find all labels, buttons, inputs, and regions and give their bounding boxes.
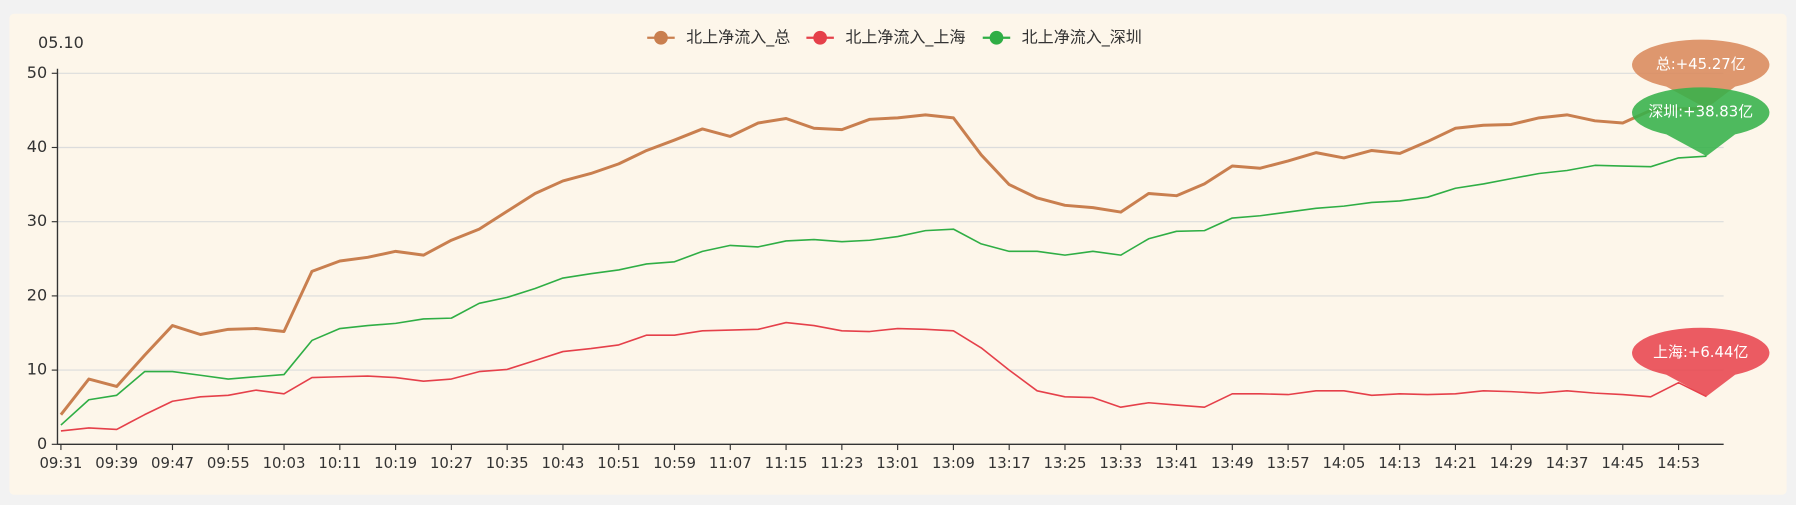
x-tick-label: 13:17	[988, 454, 1031, 472]
x-tick-label: 13:25	[1044, 454, 1087, 472]
series-line	[60, 155, 1707, 426]
x-tick-label: 13:57	[1267, 454, 1310, 472]
x-tick-label: 14:37	[1546, 454, 1589, 472]
x-tick-label: 09:31	[39, 454, 82, 472]
x-tick-label: 09:47	[151, 454, 194, 472]
legend-marker	[989, 30, 1004, 45]
x-tick-label: 14:53	[1657, 454, 1700, 472]
y-tick-label: 50	[27, 63, 47, 82]
end-marker	[1632, 327, 1770, 397]
end-marker	[1632, 87, 1770, 157]
x-tick-label: 09:55	[207, 454, 250, 472]
y-tick-label: 10	[27, 360, 47, 379]
x-tick-label: 09:39	[95, 454, 138, 472]
x-tick-label: 14:29	[1490, 454, 1533, 472]
x-tick-label: 10:51	[597, 454, 640, 472]
x-tick-label: 10:03	[263, 454, 306, 472]
x-tick-label: 14:45	[1601, 454, 1644, 472]
series-line	[59, 106, 1707, 416]
x-tick-label: 14:21	[1434, 454, 1477, 472]
x-tick-label: 10:59	[653, 454, 696, 472]
y-tick-label: 0	[37, 434, 47, 453]
x-tick-label: 10:35	[486, 454, 529, 472]
y-tick-label: 20	[27, 285, 47, 304]
legend-marker	[813, 30, 828, 45]
legend-label: 北上净流入_总	[686, 27, 790, 47]
end-marker-label: 上海:+6.44亿	[1653, 343, 1748, 361]
y-tick-label: 30	[27, 211, 47, 230]
legend-label: 北上净流入_深圳	[1022, 27, 1142, 47]
end-marker-label: 总:+45.27亿	[1656, 55, 1746, 73]
legend-marker	[654, 30, 668, 45]
x-tick-label: 13:49	[1211, 454, 1254, 472]
y-tick-label: 40	[27, 137, 47, 156]
x-tick-label: 11:23	[820, 454, 863, 472]
x-tick-label: 11:15	[765, 454, 808, 472]
panel	[9, 13, 1787, 495]
x-tick-label: 10:27	[430, 454, 473, 472]
x-tick-label: 11:07	[709, 454, 752, 472]
end-marker-label: 深圳:+38.83亿	[1648, 103, 1753, 121]
x-tick-label: 10:11	[318, 454, 361, 472]
x-tick-label: 14:13	[1378, 454, 1421, 472]
x-tick-label: 13:09	[932, 454, 975, 472]
x-tick-label: 13:41	[1155, 454, 1198, 472]
x-tick-label: 10:19	[374, 454, 417, 472]
x-tick-label: 13:33	[1099, 454, 1142, 472]
x-tick-label: 10:43	[542, 454, 585, 472]
series-line	[60, 321, 1707, 432]
x-tick-label: 13:01	[876, 454, 919, 472]
y-axis-name: 05.10	[38, 33, 84, 52]
end-marker	[1632, 39, 1770, 109]
x-tick-label: 14:05	[1322, 454, 1365, 472]
legend-label: 北上净流入_上海	[845, 27, 965, 47]
